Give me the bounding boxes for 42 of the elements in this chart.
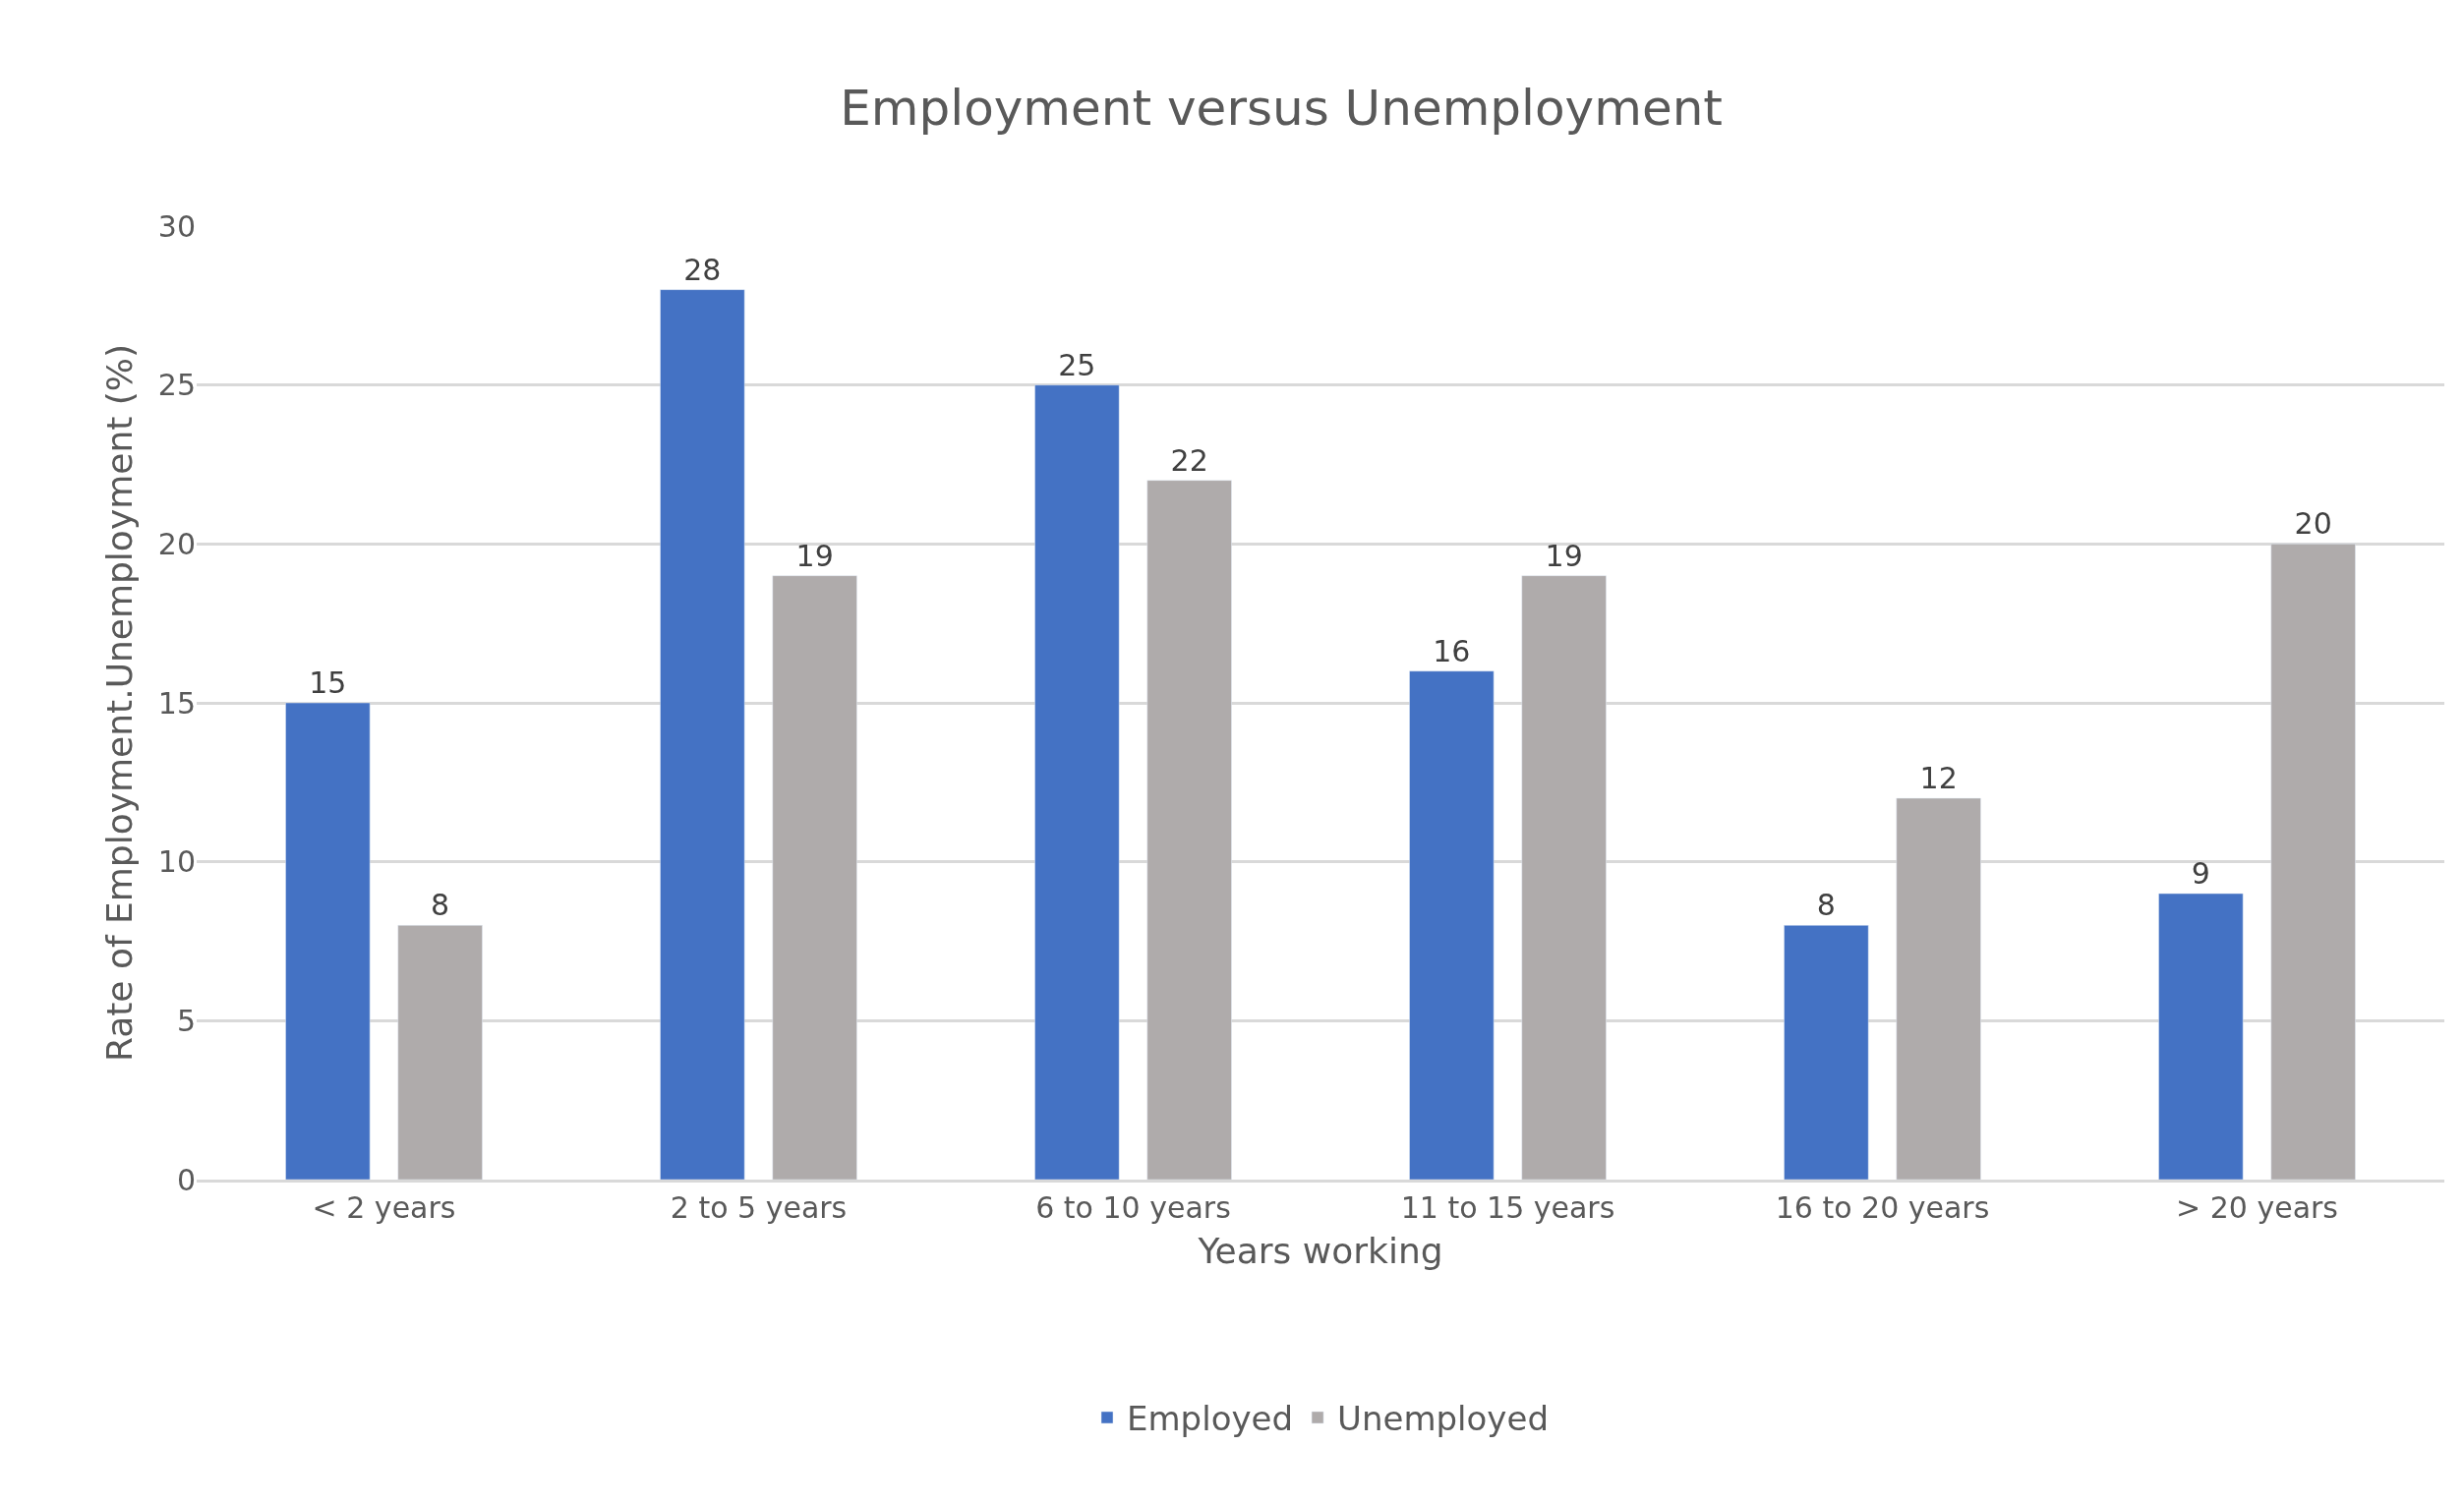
y-axis-title: Rate of Employment.Unemployment (%) [98, 343, 140, 1063]
x-tick-label: < 2 years [312, 1190, 456, 1225]
bar [1521, 575, 1607, 1180]
data-label: 25 [1058, 347, 1096, 382]
data-label: 19 [1545, 538, 1583, 573]
data-label: 8 [431, 888, 450, 923]
x-tick-label: 2 to 5 years [670, 1190, 848, 1225]
bar [1784, 925, 1869, 1180]
bar [285, 702, 371, 1180]
x-axis-title: Years working [1197, 1230, 1443, 1271]
bar [1896, 797, 1981, 1180]
x-tick-label: 6 to 10 years [1035, 1190, 1231, 1225]
bar [1146, 480, 1232, 1180]
y-tick-label: 0 [176, 1162, 196, 1197]
x-tick-label: 16 to 20 years [1775, 1190, 1990, 1225]
y-tick-label: 5 [176, 1003, 196, 1038]
y-tick-label: 15 [157, 685, 196, 721]
data-label: 20 [2294, 506, 2332, 542]
y-tick-label: 30 [157, 208, 196, 244]
bar [2158, 893, 2244, 1180]
bar [772, 575, 857, 1180]
legend-label: Employed [1127, 1399, 1294, 1439]
bar [1409, 670, 1495, 1180]
bar [2270, 544, 2356, 1180]
data-label: 16 [1433, 633, 1471, 668]
data-label: 9 [2191, 856, 2210, 891]
data-label: 8 [1816, 888, 1836, 923]
chart-title: Employment versus Unemployment [840, 79, 1723, 137]
y-tick-label: 20 [157, 526, 196, 561]
x-tick-label: > 20 years [2176, 1190, 2338, 1225]
data-label: 12 [1919, 761, 1958, 795]
data-label: 19 [795, 538, 834, 573]
bar [660, 289, 745, 1180]
bar [397, 925, 483, 1180]
y-tick-label: 10 [157, 844, 196, 880]
legend-label: Unemployed [1337, 1399, 1549, 1439]
x-tick-label: 11 to 15 years [1400, 1190, 1615, 1225]
data-label: 22 [1170, 442, 1208, 478]
y-tick-label: 25 [157, 368, 196, 403]
data-label: 28 [683, 252, 722, 287]
bar [1034, 384, 1120, 1180]
data-label: 15 [309, 665, 347, 700]
